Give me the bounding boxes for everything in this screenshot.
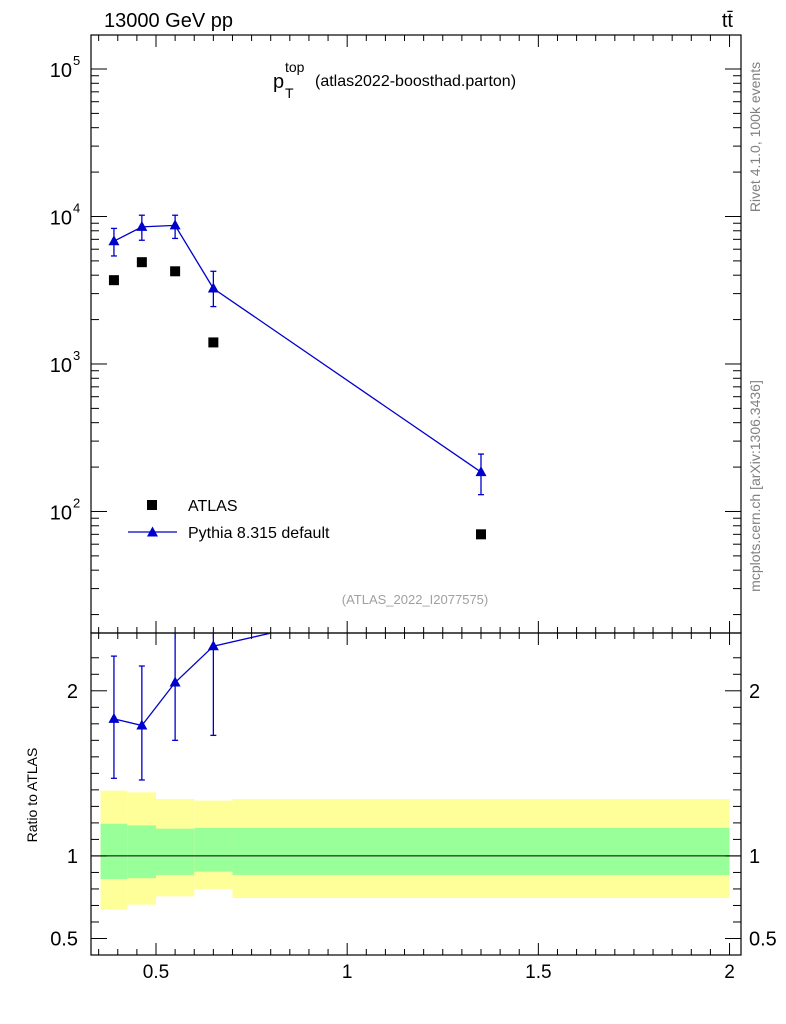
ratio-point — [169, 676, 181, 687]
ratio-uncertainty-bands — [100, 790, 730, 910]
ratio-band-inner — [194, 827, 233, 872]
ratio-y-tick-label-right: 1 — [749, 846, 760, 868]
rivet-version-label: Rivet 4.1.0, 100k events — [747, 62, 763, 212]
y-tick-label-exponent: 4 — [73, 200, 80, 215]
legend-atlas-marker — [147, 500, 157, 510]
plot-title-subscript: T — [285, 85, 294, 101]
ratio-point — [108, 712, 120, 723]
pythia-point — [169, 219, 181, 230]
legend-atlas-label: ATLAS — [188, 498, 238, 515]
ratio-band-inner — [127, 825, 156, 879]
atlas-point — [170, 266, 181, 277]
plot-title-superscript: top — [285, 59, 305, 75]
ratio-y-tick-label: 2 — [67, 681, 78, 703]
atlas-point — [108, 275, 119, 286]
pythia-point — [207, 282, 219, 293]
y-tick-label: 10 — [50, 207, 72, 229]
y-tick-label: 10 — [50, 502, 72, 524]
atlas-point — [136, 257, 147, 268]
x-tick-label: 2 — [724, 962, 735, 983]
pythia-point — [475, 466, 487, 477]
ratio-y-tick-label-right: 0.5 — [749, 928, 777, 950]
atlas-point — [476, 529, 486, 540]
legend-pythia-label: Pythia 8.315 default — [188, 525, 330, 542]
y-tick-label-exponent: 3 — [73, 348, 80, 363]
ratio-point — [136, 719, 148, 730]
plot-title-note: (atlas2022-boosthad.parton) — [315, 73, 516, 90]
plot-title-main: p — [273, 71, 284, 93]
mcplots-reference-label: mcplots.cern.ch [arXiv:1306.3436] — [747, 380, 763, 592]
ratio-y-tick-label: 0.5 — [50, 928, 78, 950]
ratio-frame — [90, 632, 742, 956]
ratio-panel-marks — [108, 633, 275, 781]
pythia-series-line — [113, 224, 482, 473]
main-frame — [90, 34, 742, 634]
ratio-y-tick-label: 1 — [67, 846, 78, 868]
ratio-band-inner — [100, 823, 128, 880]
legend-pythia-marker — [147, 526, 158, 537]
process-label: tt̄ — [722, 10, 734, 32]
ratio-y-axis-label: Ratio to ATLAS — [24, 748, 40, 843]
analysis-watermark: (ATLAS_2022_I2077575) — [342, 592, 488, 607]
ratio-band-inner — [156, 828, 195, 875]
pythia-point — [108, 235, 120, 246]
ratio-panel-axes: 0.5 1 1.5 2 0.5 0.5 1 1 2 2 — [50, 632, 777, 983]
beam-energy-label: 13000 GeV pp — [104, 10, 233, 32]
y-tick-label: 10 — [50, 60, 72, 82]
ratio-y-tick-label-right: 2 — [749, 681, 760, 703]
ratio-series-group — [108, 633, 275, 781]
y-tick-label: 10 — [50, 355, 72, 377]
y-tick-label-exponent: 2 — [73, 495, 80, 510]
ratio-band-inner — [232, 827, 730, 875]
main-panel-marks — [108, 214, 487, 540]
x-tick-label: 0.5 — [143, 962, 169, 983]
x-tick-label: 1.5 — [525, 962, 551, 983]
atlas-point — [208, 337, 219, 348]
ratio-point — [207, 640, 219, 651]
pythia-point — [136, 220, 148, 231]
y-tick-label-exponent: 5 — [73, 53, 80, 68]
x-tick-label: 1 — [342, 962, 353, 983]
